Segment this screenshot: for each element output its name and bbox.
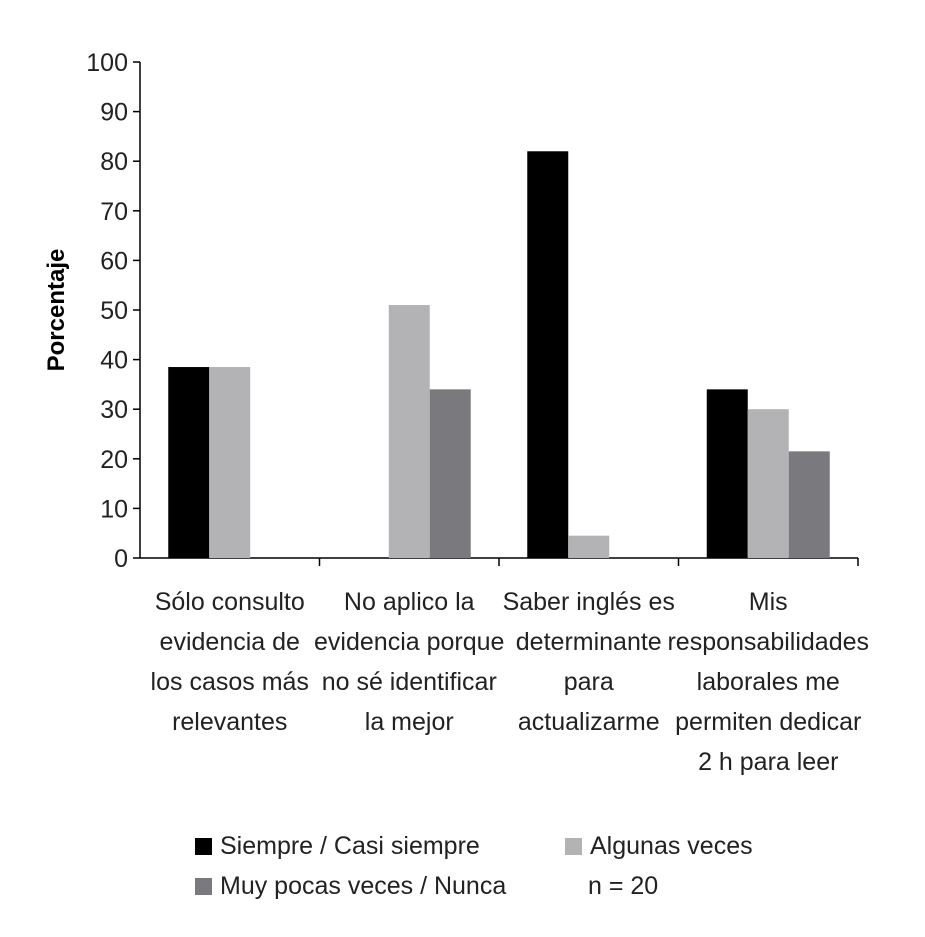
legend-item-siempre: Siempre / Casi siempre — [195, 832, 480, 861]
x-category-label-line: la mejor — [365, 708, 454, 736]
x-category-label-line: Mis — [749, 588, 788, 616]
legend-swatch-black — [195, 838, 212, 855]
legend-item-algunas: Algunas veces — [565, 832, 753, 861]
bar — [168, 367, 210, 558]
x-category-label-line: Saber inglés es — [503, 588, 675, 616]
bar — [527, 151, 569, 558]
y-tick-label: 90 — [100, 99, 128, 127]
y-tick-label: 40 — [100, 347, 128, 375]
legend-label: Algunas veces — [590, 832, 753, 860]
x-category-label-line: Sólo consulto — [155, 588, 305, 616]
legend: Siempre / Casi siempre Algunas veces Muy… — [195, 832, 795, 912]
legend-label: Muy pocas veces / Nunca — [220, 872, 507, 900]
x-category-label-line: laborales me — [697, 668, 840, 696]
x-category-label-line: No aplico la — [344, 588, 475, 616]
x-category-label-line: determinante — [516, 628, 662, 656]
bar — [209, 367, 251, 558]
y-tick-label: 50 — [100, 297, 128, 325]
x-category-label-line: no sé identificar — [322, 668, 497, 696]
y-tick-label: 20 — [100, 446, 128, 474]
x-category-label-line: para — [564, 668, 614, 696]
y-axis-label: Porcentaje — [43, 249, 70, 372]
category-labels: Sólo consulto evidencia de los casos más re… — [151, 588, 869, 776]
bar — [706, 389, 748, 558]
x-category-label-line: los casos más — [151, 668, 309, 696]
y-tick-label: 70 — [100, 198, 128, 226]
legend-item-muy-pocas: Muy pocas veces / Nunca — [195, 872, 506, 901]
y-tick-label: 100 — [86, 49, 128, 77]
x-category-label-line: permiten dedicar — [675, 708, 861, 736]
x-category-label-line: actualizarme — [518, 708, 660, 736]
x-category-label-line: evidencia de — [160, 628, 300, 656]
y-tick-label: 10 — [100, 495, 128, 523]
y-tick-label: 30 — [100, 396, 128, 424]
y-ticks: 0 10 20 30 40 50 60 70 80 90 100 — [86, 49, 140, 573]
bar — [429, 389, 471, 558]
x-category-label-line: responsabilidades — [667, 628, 869, 656]
y-tick-label: 80 — [100, 148, 128, 176]
bar — [388, 305, 430, 558]
bar — [788, 451, 830, 558]
x-category-label: Mis responsabilidades laborales me permiten… — [667, 588, 869, 776]
legend-swatch-darkgray — [195, 878, 212, 895]
x-category-label: Saber inglés es determinante para actualiza… — [503, 588, 675, 736]
bar — [747, 409, 789, 558]
legend-swatch-lightgray — [565, 838, 582, 855]
bar — [568, 535, 610, 558]
x-category-label-line: evidencia porque — [314, 628, 504, 656]
bars — [168, 151, 830, 558]
legend-label: Siempre / Casi siempre — [220, 832, 480, 860]
x-category-label-line: relevantes — [172, 708, 287, 736]
x-category-label: Sólo consulto evidencia de los casos más re… — [151, 588, 309, 736]
y-tick-label: 60 — [100, 247, 128, 275]
y-tick-label: 0 — [114, 545, 128, 573]
x-category-label: No aplico la evidencia porque no sé identi… — [314, 588, 504, 736]
sample-size-note: n = 20 — [588, 872, 659, 900]
x-category-label-line: 2 h para leer — [698, 748, 838, 776]
